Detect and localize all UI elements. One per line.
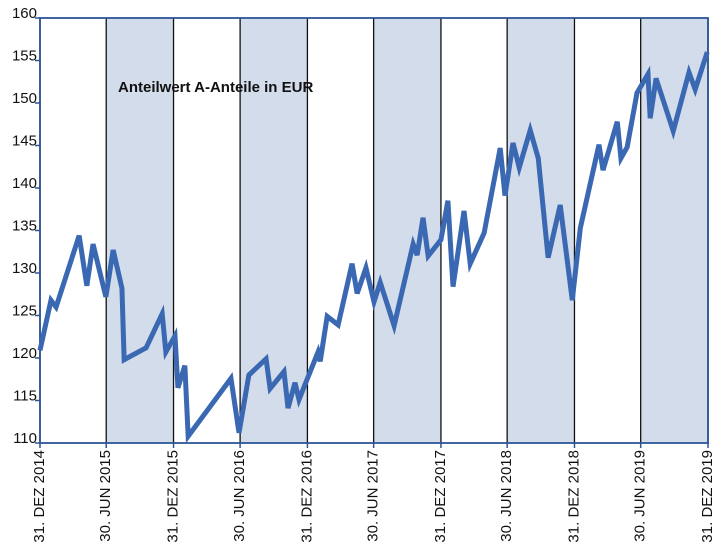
band [106, 18, 174, 443]
y-tick-label: 150 [12, 90, 37, 107]
x-tick-label: 31. DEZ 2019 [699, 450, 715, 543]
y-tick-label: 120 [12, 345, 37, 362]
x-tick-label: 30. JUN 2019 [632, 450, 649, 542]
x-tick-label: 31. DEZ 2016 [298, 450, 315, 543]
chart-title: Anteilwert A-Anteile in EUR [118, 79, 313, 96]
y-tick-label: 115 [13, 387, 37, 404]
band [373, 18, 441, 443]
y-tick-label: 155 [12, 47, 37, 64]
y-tick-label: 110 [13, 430, 37, 447]
y-tick-label: 140 [12, 175, 37, 192]
x-tick-label: 31. DEZ 2018 [565, 450, 582, 543]
x-tick-label: 31. DEZ 2017 [432, 450, 449, 543]
plot-border [39, 17, 709, 444]
x-tick-label: 30. JUN 2016 [231, 450, 248, 542]
y-tick-label: 145 [12, 132, 37, 149]
x-tick-label: 31. DEZ 2015 [164, 450, 181, 543]
x-tick-label: 30. JUN 2015 [97, 450, 114, 542]
x-tick-label: 30. JUN 2017 [365, 450, 382, 542]
x-tick-label: 31. DEZ 2014 [31, 450, 48, 543]
y-tick-label: 160 [12, 5, 37, 22]
y-tick-label: 130 [12, 260, 37, 277]
y-tick-label: 125 [12, 302, 37, 319]
line-series [37, 51, 710, 444]
y-tick-label: 135 [12, 217, 37, 234]
x-tick-label: 30. JUN 2018 [498, 450, 515, 542]
